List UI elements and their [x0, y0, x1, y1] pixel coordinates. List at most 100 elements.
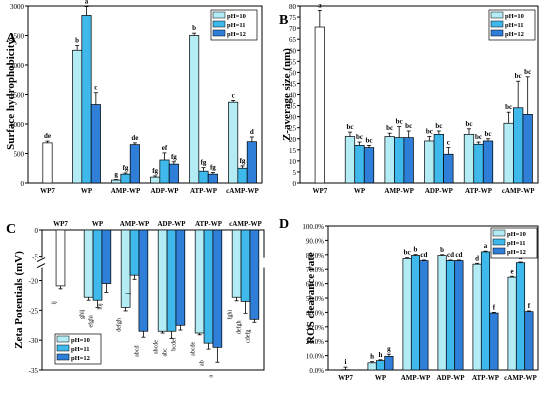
category-label: ATP-WP [472, 374, 500, 382]
legend-swatch [490, 11, 504, 19]
y-tick-label: 100.0% [302, 223, 324, 231]
significance-label: bc [404, 249, 411, 257]
y-tick-label: 0.0% [309, 367, 324, 375]
bar [454, 260, 464, 371]
bar [437, 255, 447, 371]
significance-label: fghi [227, 310, 234, 320]
category-label: cAMP-WP [502, 187, 535, 195]
bar [129, 144, 140, 184]
bar [138, 229, 149, 332]
bar [240, 229, 251, 302]
bar [394, 137, 405, 184]
bar [120, 229, 131, 308]
significance-label: bc [426, 128, 433, 136]
legend-label: pH=10 [507, 231, 526, 238]
bar [403, 137, 414, 184]
bar [159, 159, 170, 184]
significance-label: h [370, 353, 374, 361]
bar [314, 26, 325, 184]
y-tick-label: 0 [293, 180, 297, 188]
significance-label: bc [356, 133, 363, 141]
bar [81, 15, 92, 184]
bar [168, 163, 179, 184]
bar [463, 133, 475, 184]
legend-label: pH=10 [71, 337, 90, 344]
bar [513, 107, 524, 184]
bar [384, 136, 395, 184]
y-tick-label: -5 [32, 254, 38, 262]
y-tick-label: 5 [293, 169, 297, 177]
y-axis-label: Zeta Potentials (mV) [13, 251, 25, 349]
y-tick-label: 35 [289, 103, 297, 111]
legend-swatch [212, 11, 226, 19]
bar [482, 140, 494, 184]
category-label: WP7 [312, 187, 327, 195]
y-tick-label: 3000 [10, 3, 25, 11]
category-label: WP [81, 187, 93, 195]
y-tick-label: 75 [289, 14, 297, 22]
category-label: ADP-WP [158, 220, 187, 228]
legend-swatch [490, 20, 504, 28]
significance-label: a [484, 242, 488, 250]
legend-swatch [492, 247, 506, 255]
y-tick-label: 45 [289, 80, 297, 88]
category-label: ADP-WP [151, 187, 180, 195]
bar [354, 145, 365, 184]
significance-label: fg [171, 153, 177, 161]
significance-label: b [440, 246, 444, 254]
bar [344, 136, 356, 184]
bar [120, 173, 131, 184]
y-axis-label: Surface hydrophobicity [5, 39, 17, 150]
category-label: cAMP-WP [226, 187, 259, 195]
category-label: cAMP-WP [229, 220, 262, 228]
bar [367, 362, 377, 371]
significance-label: bc [505, 103, 512, 111]
category-label: AMP-WP [384, 187, 414, 195]
significance-label: bc [485, 130, 492, 138]
y-tick-label: 0 [35, 227, 39, 235]
bar [194, 229, 205, 334]
bar [375, 360, 386, 371]
bar [472, 263, 482, 371]
significance-label: cd [447, 251, 454, 259]
significance-label: bc [475, 133, 482, 141]
significance-label: f [493, 303, 496, 311]
panel-letter: D [279, 217, 289, 232]
bar [189, 35, 200, 184]
significance-label: abc [163, 348, 169, 357]
significance-label: cd [455, 251, 462, 259]
bar [524, 311, 534, 371]
significance-label: b [75, 37, 79, 45]
y-axis-label: ROS clearance rate [305, 252, 317, 344]
bar [507, 276, 517, 371]
significance-label: d [475, 254, 479, 262]
y-tick-label: 20.0% [306, 338, 324, 346]
bar [489, 312, 499, 371]
y-tick-label: -25 [29, 307, 39, 315]
bar [90, 104, 101, 184]
bar [150, 176, 161, 184]
y-tick-label: 0 [21, 180, 25, 188]
y-tick-label: 20 [289, 136, 297, 144]
y-tick-label: 60 [289, 47, 297, 55]
y-tick-label: 10.0% [306, 353, 324, 361]
significance-label: ab [200, 360, 206, 366]
significance-label: c [447, 139, 450, 147]
bar [503, 122, 514, 184]
bar [424, 140, 435, 184]
legend-swatch [56, 344, 70, 352]
y-tick-label: 25 [289, 125, 297, 133]
bar [246, 141, 257, 184]
category-label: ATP-WP [195, 220, 223, 228]
significance-label: bc [396, 118, 403, 126]
bar [363, 147, 375, 184]
y-tick-label: 2000 [10, 62, 25, 70]
significance-label: bc [524, 68, 531, 76]
category-label: WP7 [53, 220, 68, 228]
y-tick-label: 500 [14, 151, 25, 159]
significance-label: a [318, 1, 322, 9]
legend-swatch [212, 29, 226, 37]
panel-letter: B [279, 13, 288, 28]
significance-label: bcdef [170, 337, 177, 350]
category-label: cAMP-WP [504, 374, 537, 382]
